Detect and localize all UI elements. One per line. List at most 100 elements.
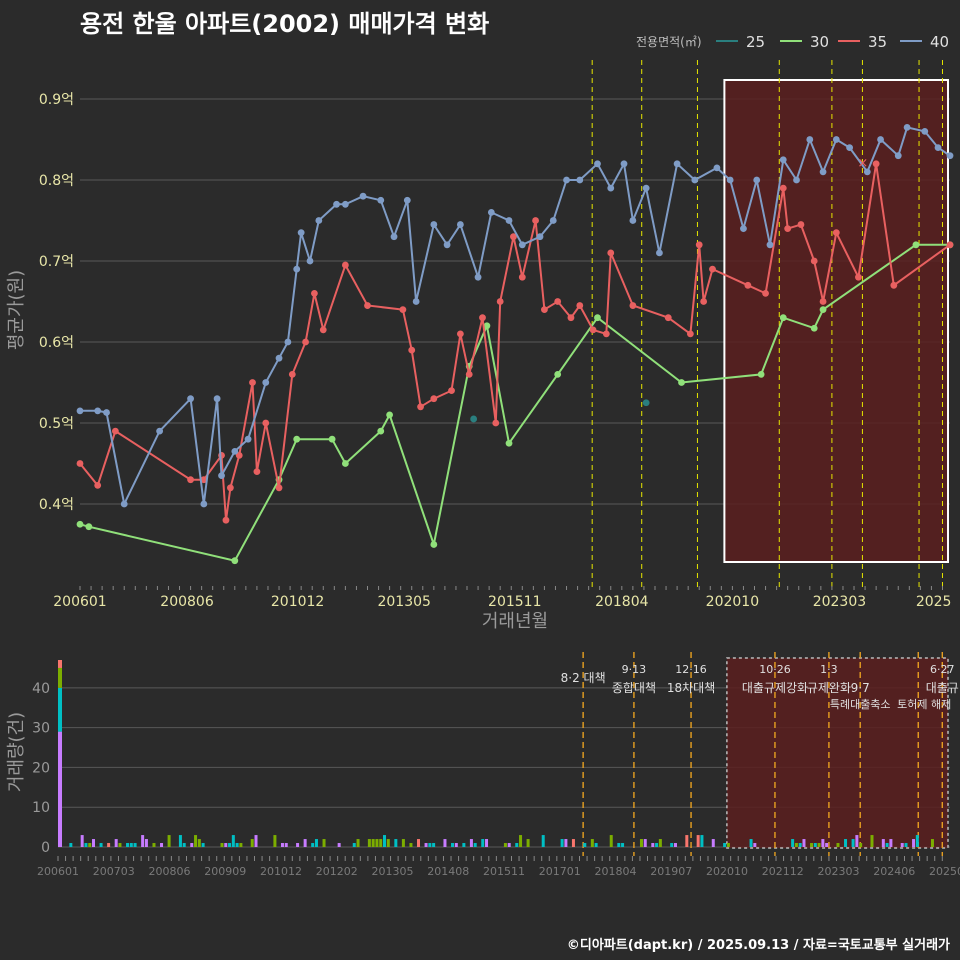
policy-label: 규제완화: [807, 681, 851, 695]
point-35: [288, 371, 296, 378]
point-40: [103, 409, 110, 416]
bar-40: [254, 835, 258, 847]
point-35: [832, 229, 840, 237]
footer-credit: ©디아파트(dapt.kr) / 2025.09.13 / 자료=국토교통부 실…: [566, 938, 950, 953]
x-tick-label-bottom: 202112: [762, 865, 804, 878]
bar-35: [314, 839, 318, 847]
bar-35: [451, 843, 455, 847]
policy-label: 특례대출축소: [830, 698, 891, 711]
x-tick-label: 201305: [377, 594, 430, 610]
bar-35: [394, 839, 398, 847]
bar-35: [235, 843, 239, 847]
legend-label-40: 40: [930, 33, 949, 51]
bar-30: [519, 835, 523, 847]
policy-label: 12·16: [675, 663, 707, 676]
bar-30: [367, 839, 371, 847]
bar-40: [280, 843, 284, 847]
point-35: [567, 314, 575, 322]
bar-30: [930, 839, 934, 847]
bar-40: [643, 839, 647, 847]
point-40: [244, 435, 252, 443]
policy-label: 9·7: [851, 681, 870, 695]
point-35: [465, 371, 473, 378]
point-35: [249, 379, 256, 386]
bar-30: [88, 843, 92, 847]
bar-30: [859, 843, 863, 847]
point-40: [863, 168, 871, 176]
bar-25: [417, 839, 421, 847]
point-35: [810, 257, 818, 265]
bar-35: [182, 843, 186, 847]
bar-30: [371, 839, 375, 847]
x-tick-label-bottom: 201511: [483, 865, 525, 878]
bar-40: [825, 843, 829, 847]
y-tick-label: 0.7억: [39, 254, 74, 270]
bar-35: [723, 843, 727, 847]
point-40: [505, 217, 513, 224]
bar-35: [178, 835, 182, 847]
bar-40: [855, 835, 859, 847]
point-40: [563, 176, 570, 184]
x-tick-label: 201804: [595, 594, 649, 610]
bar-30: [197, 839, 201, 847]
bar-40: [564, 839, 568, 847]
bar-40: [160, 843, 164, 847]
bar-40: [80, 835, 84, 847]
bar-30: [639, 839, 643, 847]
point-35: [222, 516, 230, 524]
x-tick-label-bottom: 201804: [595, 865, 637, 878]
bar-40: [424, 843, 428, 847]
y-tick-label-bottom: 0: [41, 840, 50, 856]
point-40: [656, 249, 663, 257]
point-40: [740, 225, 747, 233]
point-35: [779, 184, 787, 192]
price-line-chart: 0.4억 0.5억 0.6억 0.7억 0.8억 0.9억 × 200601 200806 201…: [6, 33, 954, 632]
point-40: [713, 164, 721, 172]
bar-35: [432, 843, 436, 847]
point-40: [620, 160, 628, 168]
y-tick-label: 0.9억: [39, 92, 74, 108]
point-40: [443, 241, 451, 249]
point-35: [518, 273, 526, 281]
policy-label: 종합대책: [612, 680, 656, 695]
point-30: [377, 427, 385, 435]
bar-35: [462, 843, 466, 847]
point-35: [589, 326, 597, 334]
point-35: [629, 302, 637, 309]
point-40: [297, 229, 305, 237]
x-tick-label-bottom: 201012: [260, 865, 302, 878]
point-40: [779, 156, 787, 164]
point-25: [470, 415, 478, 423]
point-30: [819, 306, 827, 313]
bar-40: [889, 839, 893, 847]
bar-30: [194, 835, 198, 847]
point-35: [448, 387, 455, 394]
point-40: [275, 354, 283, 362]
legend-title: 전용면적(㎡): [636, 35, 702, 49]
bar-40: [58, 731, 62, 847]
x-tick-label-bottom: 201701: [539, 865, 581, 878]
bar-40: [337, 843, 341, 847]
bar-40: [802, 839, 806, 847]
x-tick-label-bottom: 201907: [650, 865, 692, 878]
point-30: [594, 314, 601, 322]
point-30: [328, 435, 336, 443]
bar-30: [658, 839, 662, 847]
bar-35: [481, 839, 485, 847]
point-35: [94, 481, 102, 489]
x-tick-label-bottom: 202010: [706, 865, 748, 878]
point-35: [200, 476, 208, 484]
point-35: [417, 403, 424, 411]
bar-35: [915, 835, 919, 847]
point-35: [602, 330, 610, 338]
bar-30: [273, 835, 277, 847]
point-40: [390, 233, 398, 241]
x-tick-label-bottom: 202406: [873, 865, 915, 878]
bar-35: [670, 843, 674, 847]
bar-35: [69, 843, 73, 847]
point-40: [359, 192, 367, 200]
point-35: [686, 330, 694, 338]
point-40: [456, 221, 464, 228]
bar-40: [92, 839, 96, 847]
